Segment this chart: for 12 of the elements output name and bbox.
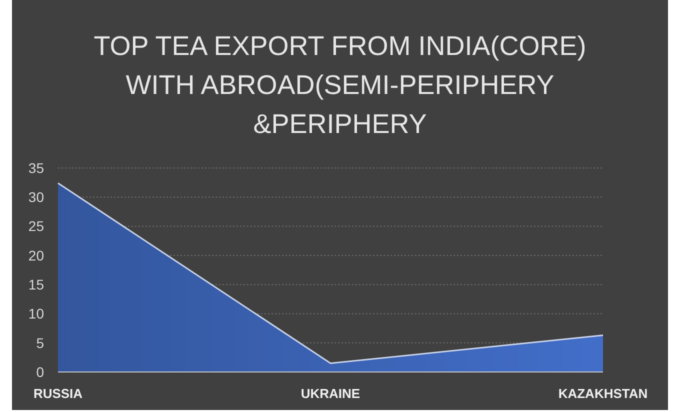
x-tick-label: RUSSIA <box>33 386 84 401</box>
y-tick-label: 5 <box>36 334 44 351</box>
y-tick-label: 0 <box>36 364 44 380</box>
y-tick-label: 10 <box>28 306 44 322</box>
x-tick-label: UKRAINE <box>300 386 360 401</box>
y-tick-label: 35 <box>28 160 44 176</box>
y-tick-label: 20 <box>28 247 44 264</box>
y-tick-label: 30 <box>28 189 44 206</box>
x-tick-label: KAZAKHSTAN <box>558 386 648 401</box>
y-tick-label: 25 <box>28 218 44 234</box>
chart-title: TOP TEA EXPORT FROM INDIA(CORE) WITH ABROAD(SEMI-PERIPHERY &PERIPHERY <box>94 31 586 139</box>
y-tick-label: 15 <box>28 276 44 292</box>
